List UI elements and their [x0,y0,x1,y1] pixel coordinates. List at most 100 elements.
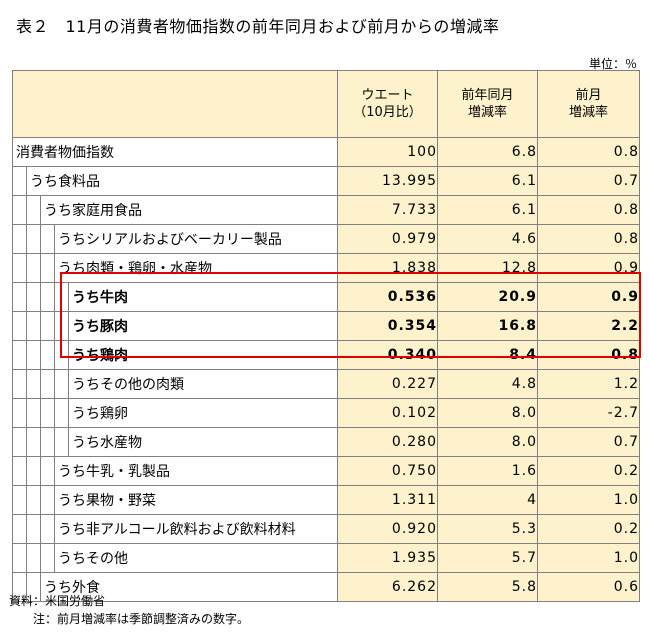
table-row: うち水産物 0.280 8.0 0.7 [12,427,640,457]
indent-guide [55,312,69,340]
row-label: うち外食 [44,580,100,596]
indent-guide [13,167,27,195]
table-row: うち鶏卵 0.102 8.0 -2.7 [12,398,640,428]
row-label-cell: うち果物・野菜 [12,485,338,515]
table-row: うち豚肉 0.354 16.8 2.2 [12,311,640,341]
unit-label: 単位：％ [588,57,637,71]
table-row: うち食料品 13.995 6.1 0.7 [12,166,640,196]
row-label: うち非アルコール飲料および飲料材料 [58,522,296,538]
header-yoy-line1: 前年同月 [461,88,514,103]
indent-guide [13,486,27,514]
yoy-cell: 16.8 [437,311,538,341]
row-label-cell: うち家庭用食品 [12,195,338,225]
row-label: うち牛肉 [72,290,128,306]
row-label-cell: うち牛肉 [12,282,338,312]
table-row: うち肉類・鶏卵・水産物 1.838 12.8 0.9 [12,253,640,283]
table-row: うち牛乳・乳製品 0.750 1.6 0.2 [12,456,640,486]
header-weight: ウエート （10月比） [337,70,438,138]
mom-cell: 0.8 [537,137,640,167]
row-label: うち牛乳・乳製品 [58,464,170,480]
yoy-cell: 5.3 [437,514,538,544]
indent-guide [41,370,55,398]
row-label-cell: 消費者物価指数 [12,137,338,167]
indent-guide [41,428,55,456]
indent-guide [13,196,27,224]
table-row: うち果物・野菜 1.311 4 1.0 [12,485,640,515]
weight-cell: 1.838 [337,253,438,283]
row-label: うち果物・野菜 [58,493,156,509]
row-label-cell: うち豚肉 [12,311,338,341]
row-label-cell: うちその他 [12,543,338,573]
weight-cell: 0.354 [337,311,438,341]
row-label: うちシリアルおよびベーカリー製品 [58,232,282,248]
header-mom: 前月 増減率 [537,70,640,138]
mom-cell: 0.8 [537,340,640,370]
yoy-cell: 12.8 [437,253,538,283]
yoy-cell: 8.0 [437,427,538,457]
row-label: うち食料品 [30,174,100,190]
weight-cell: 0.920 [337,514,438,544]
cpi-table: ウエート （10月比） 前年同月 増減率 前月 増減率 消費者物価指数 100 6.… [12,70,640,602]
table-row: うち鶏肉 0.340 8.4 0.8 [12,340,640,370]
indent-guide [55,370,69,398]
row-label-cell: うち鶏肉 [12,340,338,370]
row-label: うち鶏肉 [72,348,128,364]
header-yoy: 前年同月 増減率 [437,70,538,138]
weight-cell: 0.979 [337,224,438,254]
row-label: 消費者物価指数 [16,145,114,161]
indent-guide [27,370,41,398]
row-label-cell: うち鶏卵 [12,398,338,428]
indent-guide [13,283,27,311]
indent-guide [41,457,55,485]
weight-cell: 0.750 [337,456,438,486]
indent-guide [27,341,41,369]
weight-cell: 1.935 [337,543,438,573]
indent-guide [27,486,41,514]
indent-guide [41,341,55,369]
indent-guide [41,254,55,282]
header-weight-line2: （10月比） [353,105,422,120]
mom-cell: 1.0 [537,543,640,573]
mom-cell: 0.2 [537,514,640,544]
weight-cell: 13.995 [337,166,438,196]
indent-guide [41,515,55,543]
row-label-cell: うち牛乳・乳製品 [12,456,338,486]
row-label: うち水産物 [72,435,142,451]
mom-cell: 2.2 [537,311,640,341]
weight-cell: 7.733 [337,195,438,225]
indent-guide [13,428,27,456]
weight-cell: 6.262 [337,572,438,602]
indent-guide [13,341,27,369]
header-blank-cell [12,70,338,138]
indent-guide [27,457,41,485]
table-row: うちその他 1.935 5.7 1.0 [12,543,640,573]
indent-guide [41,225,55,253]
table-row: うち非アルコール飲料および飲料材料 0.920 5.3 0.2 [12,514,640,544]
row-label: うちその他の肉類 [72,377,184,393]
indent-guide [27,283,41,311]
header-row: ウエート （10月比） 前年同月 増減率 前月 増減率 [12,70,640,138]
yoy-cell: 4.6 [437,224,538,254]
indent-guide [41,283,55,311]
mom-cell: -2.7 [537,398,640,428]
mom-cell: 1.2 [537,369,640,399]
yoy-cell: 5.8 [437,572,538,602]
indent-guide [55,399,69,427]
indent-guide [41,486,55,514]
yoy-cell: 20.9 [437,282,538,312]
indent-guide [41,312,55,340]
table-row: うち外食 6.262 5.8 0.6 [12,572,640,602]
header-mom-line1: 前月 [575,88,602,103]
row-label: うち豚肉 [72,319,128,335]
mom-cell: 0.2 [537,456,640,486]
indent-guide [41,399,55,427]
indent-guide [13,573,27,601]
row-label-cell: うち非アルコール飲料および飲料材料 [12,514,338,544]
row-label: うち家庭用食品 [44,203,142,219]
table-row: うちシリアルおよびベーカリー製品 0.979 4.6 0.8 [12,224,640,254]
table-row: 消費者物価指数 100 6.8 0.8 [12,137,640,167]
table-row: うちその他の肉類 0.227 4.8 1.2 [12,369,640,399]
indent-guide [27,312,41,340]
weight-cell: 0.536 [337,282,438,312]
table-title: 表２ 11月の消費者物価指数の前年同月および前月からの増減率 [16,17,500,36]
